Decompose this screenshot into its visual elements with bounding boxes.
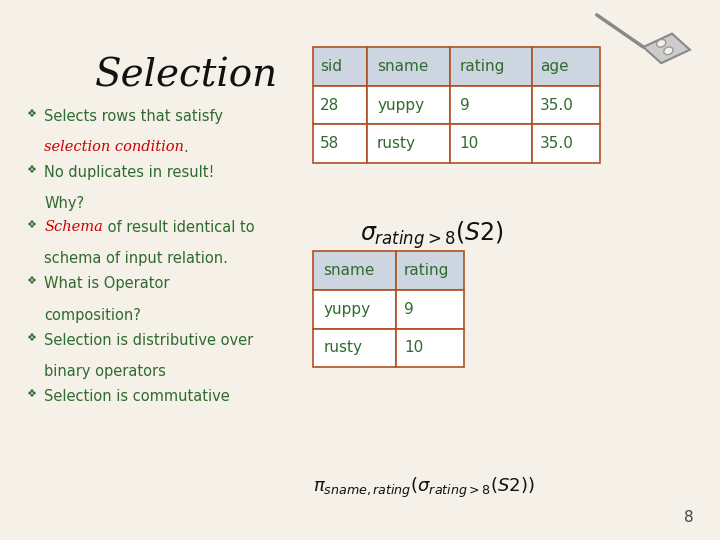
FancyBboxPatch shape [367,86,450,124]
FancyBboxPatch shape [532,47,600,86]
Polygon shape [643,33,690,63]
Text: What is Operator: What is Operator [45,276,170,292]
Text: Selection is distributive over: Selection is distributive over [45,333,253,348]
Text: .: . [184,140,189,155]
FancyBboxPatch shape [396,251,464,290]
Text: composition?: composition? [45,308,141,322]
Text: ❖: ❖ [27,276,37,286]
FancyBboxPatch shape [450,47,532,86]
Text: ❖: ❖ [27,220,37,230]
Text: $\pi_{sname,rating}(\sigma_{rating>8}(S2))$: $\pi_{sname,rating}(\sigma_{rating>8}(S2… [313,476,535,500]
Text: ❖: ❖ [27,333,37,343]
Text: $\sigma_{rating>8}(S2)$: $\sigma_{rating>8}(S2)$ [360,219,504,251]
Text: sname: sname [377,59,428,74]
Text: 8: 8 [684,510,693,525]
FancyBboxPatch shape [450,124,532,163]
Text: rating: rating [459,59,505,74]
Text: age: age [540,59,569,74]
Text: sname: sname [323,263,374,278]
Text: rusty: rusty [377,136,416,151]
Text: binary operators: binary operators [45,364,166,379]
FancyBboxPatch shape [313,290,396,328]
Text: sid: sid [320,59,342,74]
Text: Why?: Why? [45,197,84,211]
Text: Selection is commutative: Selection is commutative [45,389,230,404]
Text: ❖: ❖ [27,165,37,176]
FancyBboxPatch shape [313,251,396,290]
FancyBboxPatch shape [532,86,600,124]
Text: 28: 28 [320,98,339,112]
Text: selection condition: selection condition [45,140,184,154]
FancyBboxPatch shape [396,328,464,367]
FancyBboxPatch shape [313,124,367,163]
Text: 9: 9 [404,302,414,317]
Text: 58: 58 [320,136,339,151]
FancyBboxPatch shape [532,124,600,163]
Text: ❖: ❖ [27,109,37,119]
FancyBboxPatch shape [313,47,367,86]
Text: rusty: rusty [323,340,362,355]
Text: 10: 10 [404,340,423,355]
Text: 9: 9 [459,98,469,112]
Text: schema of input relation.: schema of input relation. [45,251,228,266]
FancyBboxPatch shape [313,86,367,124]
Text: of result identical to: of result identical to [103,220,255,235]
Text: 10: 10 [459,136,479,151]
Text: Selects rows that satisfy: Selects rows that satisfy [45,109,223,124]
Text: rating: rating [404,263,449,278]
FancyBboxPatch shape [396,290,464,328]
FancyBboxPatch shape [367,124,450,163]
FancyBboxPatch shape [367,47,450,86]
Text: 35.0: 35.0 [540,136,574,151]
Text: yuppy: yuppy [377,98,424,112]
Text: Schema: Schema [45,220,103,234]
Text: 35.0: 35.0 [540,98,574,112]
FancyBboxPatch shape [450,86,532,124]
FancyBboxPatch shape [313,328,396,367]
Ellipse shape [657,39,666,47]
Text: No duplicates in result!: No duplicates in result! [45,165,215,180]
Text: yuppy: yuppy [323,302,370,317]
Text: ❖: ❖ [27,389,37,399]
Text: Selection: Selection [94,58,278,95]
Ellipse shape [664,47,673,55]
